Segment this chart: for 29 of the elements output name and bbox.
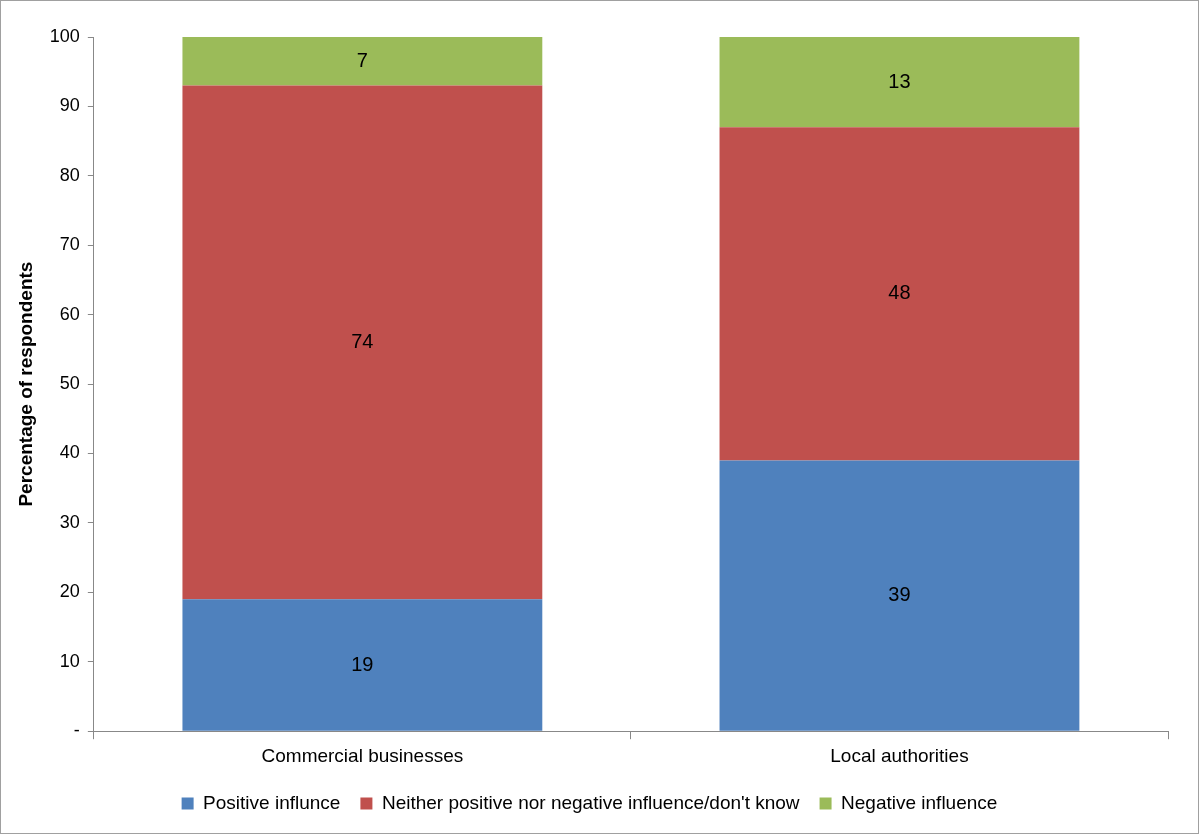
bar bbox=[182, 85, 543, 600]
x-tick-label: Commercial businesses bbox=[261, 744, 464, 766]
bar bbox=[719, 460, 1080, 731]
data-label: 13 bbox=[888, 69, 911, 92]
legend-label: Positive influnce bbox=[203, 791, 341, 813]
data-label: 7 bbox=[356, 48, 368, 71]
data-label: 74 bbox=[351, 329, 374, 352]
y-tick-label: 10 bbox=[59, 650, 80, 671]
legend-label: Negative influence bbox=[841, 791, 998, 813]
y-tick-label: 50 bbox=[59, 373, 80, 394]
y-tick-label: 70 bbox=[59, 234, 80, 255]
y-tick-label: - bbox=[73, 720, 80, 741]
y-tick-label: 60 bbox=[59, 303, 80, 324]
y-tick-label: 20 bbox=[59, 581, 80, 602]
bar bbox=[182, 599, 543, 731]
data-label: 48 bbox=[888, 281, 911, 304]
bar bbox=[719, 37, 1080, 128]
bar bbox=[182, 37, 543, 86]
bar bbox=[719, 127, 1080, 461]
y-tick-label: 40 bbox=[59, 442, 80, 463]
data-label: 39 bbox=[888, 583, 911, 606]
y-axis-title: Percentage of respondents bbox=[14, 261, 36, 507]
y-tick-label: 90 bbox=[59, 95, 80, 116]
y-tick-label: 80 bbox=[59, 164, 80, 185]
y-tick-label: 30 bbox=[59, 511, 80, 532]
data-label: 19 bbox=[351, 652, 374, 675]
x-tick-label: Local authorities bbox=[830, 744, 969, 766]
legend-label: Neither positive nor negative influence/don't know bbox=[381, 791, 800, 813]
y-tick-label: 100 bbox=[49, 25, 80, 46]
